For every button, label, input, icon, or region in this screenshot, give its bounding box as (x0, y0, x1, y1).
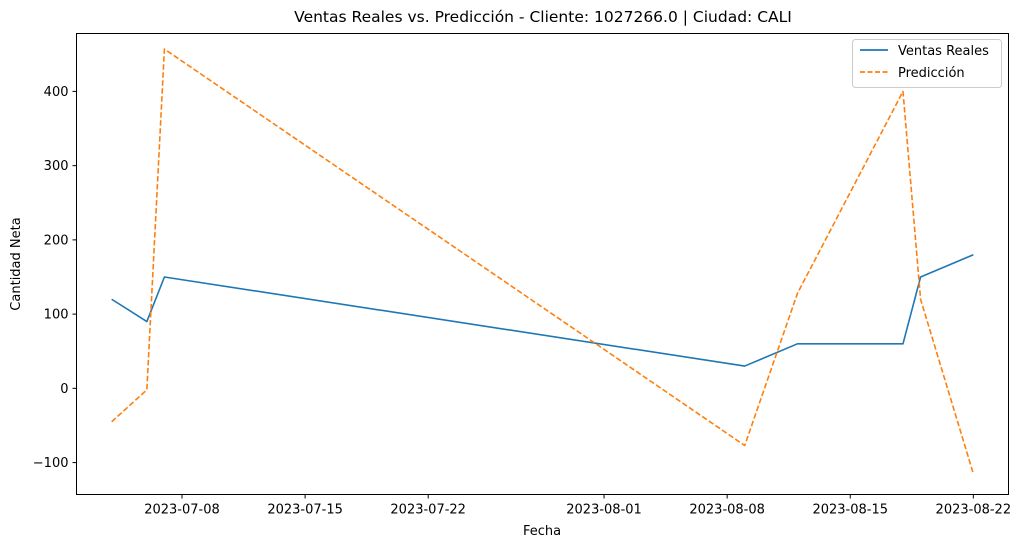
legend-box (852, 39, 1002, 88)
series-line-ventas-reales (111, 253, 974, 367)
y-tick-label: 400 (44, 85, 69, 100)
y-tick-label: 300 (44, 159, 69, 174)
plot-frame (76, 33, 1009, 495)
y-tick-label: 0 (60, 382, 68, 397)
x-tick-label: 2023-08-22 (936, 503, 1012, 518)
x-tick-label: 2023-07-15 (267, 503, 343, 518)
chart-title: Ventas Reales vs. Predicción - Cliente: … (294, 8, 792, 26)
x-tick-label: 2023-07-22 (390, 503, 466, 518)
x-axis-label: Fecha (523, 524, 561, 539)
y-tick-label: 100 (44, 308, 69, 323)
y-axis-ticks: −100 0 100 200 300 400 (33, 85, 77, 471)
y-tick-label: 200 (44, 233, 69, 248)
y-axis-label: Cantidad Neta (9, 217, 24, 310)
x-tick-label: 2023-08-08 (689, 503, 765, 518)
y-tick-label: −100 (33, 456, 69, 471)
legend-label-ventas-reales: Ventas Reales (898, 44, 989, 59)
x-tick-label: 2023-08-15 (812, 503, 888, 518)
legend-label-prediccion: Predicción (898, 66, 965, 81)
series-line-prediccion (111, 48, 975, 474)
legend: Ventas Reales Predicción (852, 39, 1002, 88)
x-tick-label: 2023-08-01 (566, 503, 642, 518)
x-axis-ticks: 2023-07-08 2023-07-15 2023-07-22 2023-08-01… (144, 494, 1012, 518)
x-tick-label: 2023-07-08 (144, 503, 220, 518)
plot-lines (111, 48, 975, 474)
